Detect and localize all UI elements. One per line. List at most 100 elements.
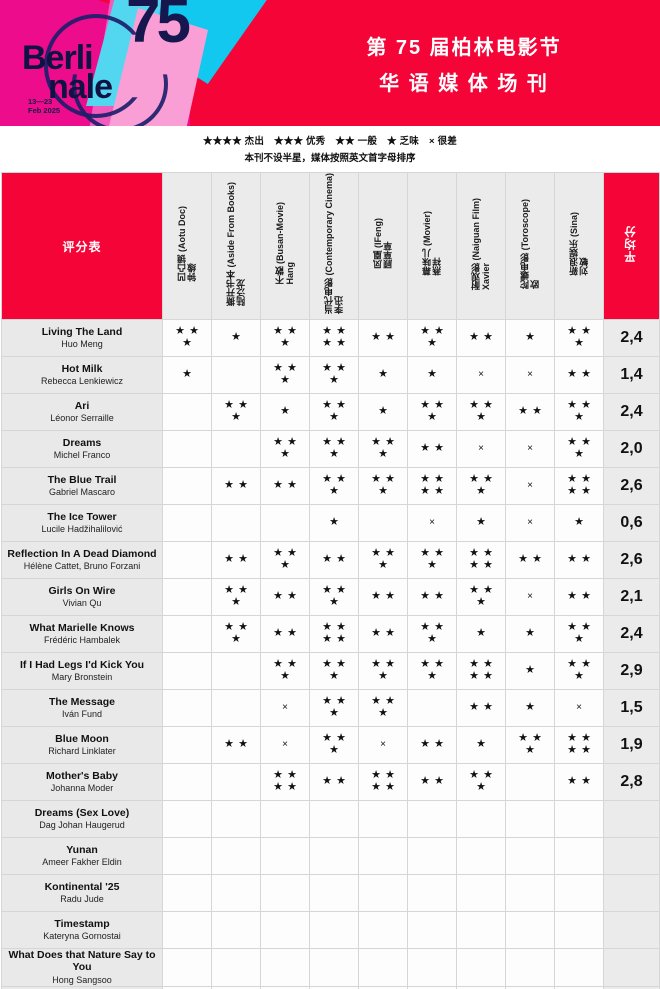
rating-cell [211, 689, 261, 728]
star-icon: ★ [371, 769, 381, 782]
star-icon: ★ [483, 399, 493, 412]
rating-stars: ★ ★ ★ [319, 400, 349, 423]
star-icon: ★ [434, 738, 444, 751]
table-row: The Message Iván Fund × ★ ★ ★ ★ ★ ★ ★ ★ ★ × 1,5 [1, 689, 660, 728]
rating-stars: ★ ★ ★ [466, 400, 496, 423]
rating-stars: ★ ★ ★ [270, 363, 300, 386]
star-icon: ★ [476, 781, 486, 794]
star-icon: ★ [483, 331, 493, 344]
rating-stars: ★ [172, 369, 202, 381]
average-cell [603, 874, 660, 913]
star-icon: ★ [336, 633, 346, 646]
rating-cell: ★ ★ [456, 319, 506, 358]
star-icon: ★ [378, 405, 388, 418]
star-icon: ★ [329, 374, 339, 387]
rating-stars: ★ ★ [221, 739, 251, 751]
average-cell: 2,9 [603, 652, 660, 691]
average-cell: 0,6 [603, 504, 660, 543]
star-icon: ★ [322, 473, 332, 486]
rating-cell: ★ [211, 319, 261, 358]
film-title: Blue Moon [55, 732, 109, 745]
film-cell: Timestamp Kateryna Gornostai [1, 911, 163, 950]
rating-stars: ★ ★ [515, 554, 545, 566]
rating-cell: ★ [456, 504, 506, 543]
star-icon: ★ [287, 547, 297, 560]
critic-column-header-2: 不散 (Busan-Movie) Hang [260, 171, 310, 321]
rating-stars: ★ ★ ★ [319, 363, 349, 386]
star-icon: ★ [483, 547, 493, 560]
banner-title-line1: 第 75 届柏林电影节 [366, 36, 562, 59]
star-icon: ★ [336, 399, 346, 412]
star-icon: ★ [518, 732, 528, 745]
rating-stars: ★ ★ [368, 628, 398, 640]
star-icon: ★ [581, 436, 591, 449]
film-director: Iván Fund [61, 709, 103, 720]
rating-cell [162, 652, 212, 691]
rating-cell: ★ ★ ★ [260, 652, 310, 691]
rating-cell: ★ ★ ★ [407, 319, 457, 358]
table-row: Ari Léonor Serraille ★ ★ ★ ★ ★ ★ ★ ★ ★ ★ ★ ★ ★ ★ ★ ★ ★ ★ ★ 2,… [1, 393, 660, 432]
rating-stars: ★ ★ ★ [417, 400, 447, 423]
critic-column-label: 幕味儿 (Movier) 燕祥 [422, 211, 442, 276]
rating-cell: ★ ★ [505, 541, 555, 580]
rating-stars: ★ ★ [221, 554, 251, 566]
rating-cell [309, 874, 359, 913]
rating-cell [211, 874, 261, 913]
critic-outlet: 幕味儿 (Movier) [421, 211, 432, 276]
rating-stars: ★ ★ ★ [368, 696, 398, 719]
rating-cell [260, 504, 310, 543]
rating-cell [456, 800, 506, 839]
star-icon: ★ [322, 621, 332, 634]
star-icon: ★ [273, 436, 283, 449]
star-icon: ★ [322, 775, 332, 788]
rating-cell: ★ [358, 393, 408, 432]
berlinale-logo-artwork: 75 Berli nale 13—23 Feb 2025 [0, 0, 268, 126]
rating-stars: ★ ★ ★ [319, 696, 349, 719]
rating-stars: ★ ★ [270, 591, 300, 603]
rating-cell [456, 874, 506, 913]
film-title: Kontinental '25 [44, 880, 120, 893]
star-icon: ★ [378, 670, 388, 683]
film-director: Kateryna Gornostai [43, 931, 121, 942]
star-icon: ★ [378, 707, 388, 720]
rating-cell [162, 837, 212, 876]
film-director: Gabriel Mascaro [48, 487, 116, 498]
rating-cell: ★ ★ ★ [358, 430, 408, 469]
film-cell: Kontinental '25 Radu Jude [1, 874, 163, 913]
star-icon: ★ [371, 695, 381, 708]
rating-cell [211, 652, 261, 691]
rating-stars: ★ ★ ★ ★ [466, 659, 496, 682]
star-icon: ★ [581, 658, 591, 671]
star-icon: ★ [329, 596, 339, 609]
rating-cell [260, 874, 310, 913]
table-row: Yunan Ameer Fakher Eldin [1, 837, 660, 876]
star-icon: ★ [336, 621, 346, 634]
critic-outlet: 耐观影 (Naiguan Film) [470, 197, 481, 290]
rating-cell: ★ ★ ★ [554, 319, 604, 358]
star-icon: ★ [567, 399, 577, 412]
film-title: If I Had Legs I'd Kick You [19, 658, 145, 671]
film-title: Dreams (Sex Love) [34, 806, 130, 819]
rating-stars: ★ ★ [564, 554, 594, 566]
rating-cell: ★ ★ ★ [211, 578, 261, 617]
rating-stars: ★ ★ [417, 739, 447, 751]
star-icon: ★ [427, 368, 437, 381]
average-cell: 1,9 [603, 726, 660, 765]
star-icon: ★ [469, 670, 479, 683]
logo-wordmark-line1: Berli [22, 39, 94, 77]
star-icon: ★ [518, 405, 528, 418]
film-cell: The Message Iván Fund [1, 689, 163, 728]
film-cell: Blue Moon Richard Linklater [1, 726, 163, 765]
table-row: What Does that Nature Say to You Hong San… [1, 948, 660, 987]
star-icon: ★ [378, 485, 388, 498]
film-title: Girls On Wire [48, 584, 116, 597]
rating-cell [162, 578, 212, 617]
rating-cell: ★ ★ ★ [309, 430, 359, 469]
star-icon: ★ [525, 627, 535, 640]
legend-note: 本刊不设半星，媒体按照英文首字母排序 [244, 153, 416, 164]
critic-person: 欧 [530, 279, 540, 289]
star-icon: ★ [581, 775, 591, 788]
film-cell: Reflection In A Dead Diamond Hélène Catte… [1, 541, 163, 580]
rating-cell: ★ ★ ★ [456, 578, 506, 617]
